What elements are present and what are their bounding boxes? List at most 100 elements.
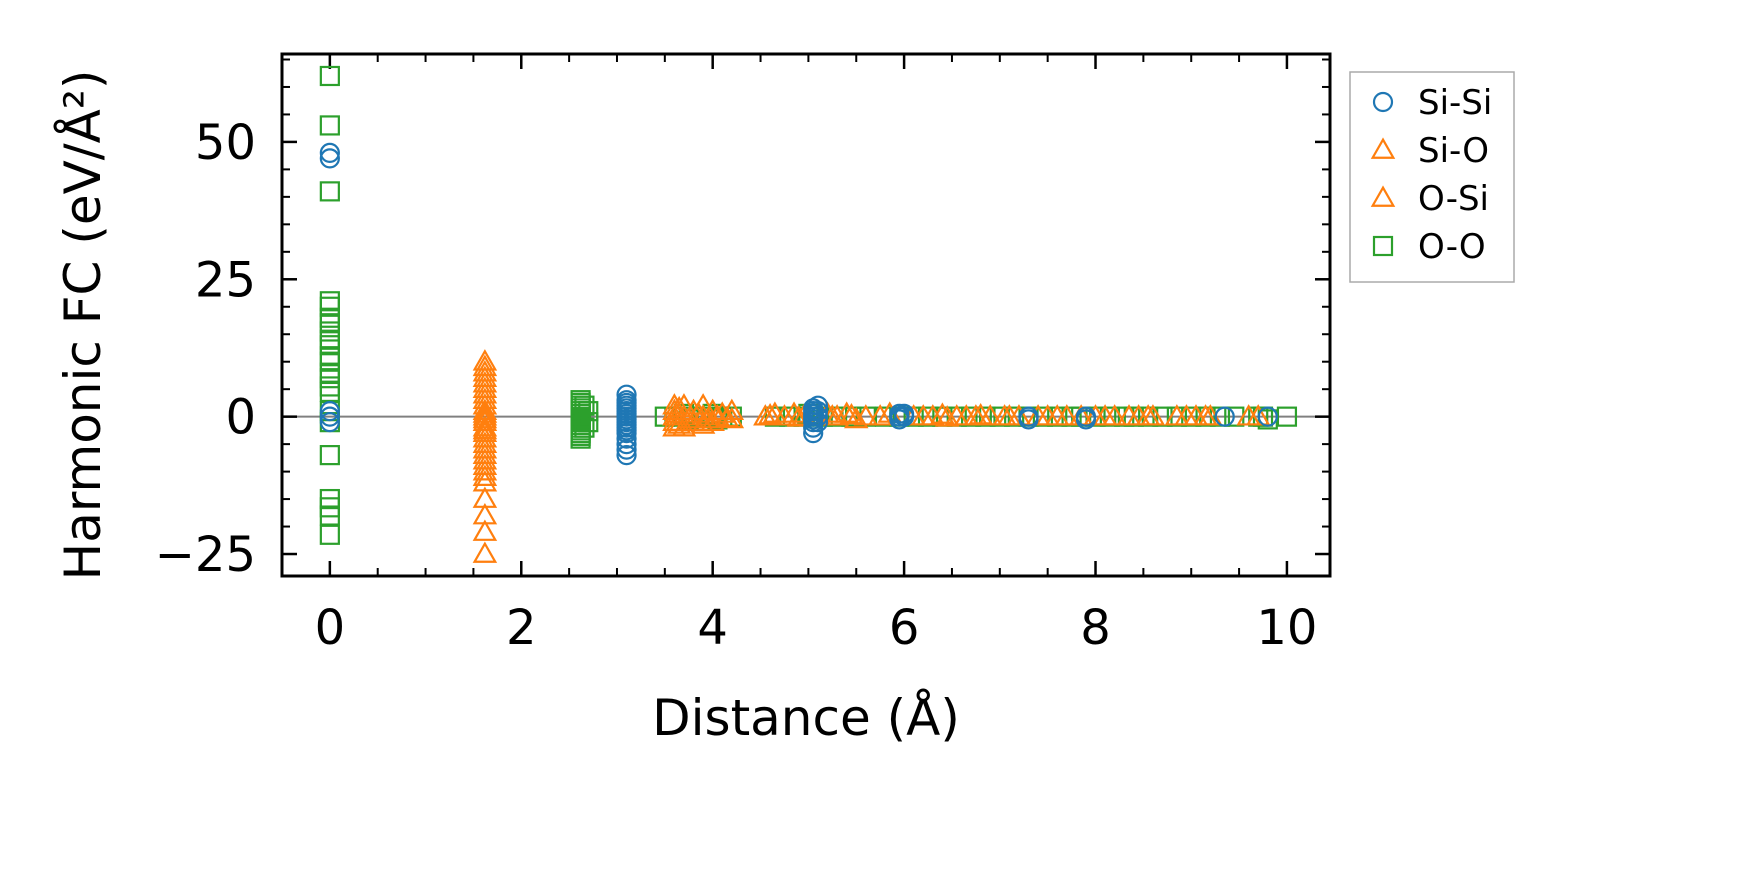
data-point [319,65,340,87]
series-o-o [319,65,1298,545]
data-point [472,459,498,481]
data-point [1214,406,1235,427]
data-point [319,505,340,526]
data-point [686,401,711,423]
data-point [997,404,1022,426]
data-point [834,401,859,423]
legend-label: Si-Si [1418,83,1492,123]
x-axis-label: Distance (Å) [652,689,960,747]
data-point [319,406,340,427]
data-point [574,395,595,416]
data-point [807,401,829,422]
data-point [616,439,637,460]
y-tick-label: 25 [195,252,256,308]
data-point [319,445,340,466]
data-point [1276,406,1298,427]
data-point [319,307,340,328]
data-point [989,406,1010,427]
data-point [975,406,996,427]
x-tick-label: 0 [315,600,346,656]
series-si-o [472,349,1271,563]
data-points [319,65,1298,563]
data-point [472,417,498,440]
series-si-si [319,142,1278,466]
data-point [616,445,637,466]
major-ticks [282,54,1330,576]
data-point [472,541,498,563]
data-point [807,395,829,416]
data-point [578,401,599,422]
y-tick-label: 0 [225,390,256,446]
legend-item: O-O [1372,227,1486,267]
data-point [853,404,879,426]
x-tick-label: 10 [1256,600,1317,656]
data-point [578,412,599,433]
x-tick-label: 6 [889,600,920,656]
data-point [671,404,697,426]
data-point [319,181,340,202]
data-point [319,412,340,433]
data-point [472,365,498,388]
data-point [710,401,735,423]
data-point [690,404,716,426]
data-point [807,406,829,427]
data-point [472,453,498,475]
data-point [1135,404,1161,426]
legend-marker [1372,235,1394,257]
data-point [764,406,785,427]
data-point [319,142,340,164]
data-point [1075,409,1097,430]
data-point [671,393,697,415]
data-point [807,412,829,433]
data-point [472,464,498,486]
legend-item: Si-Si [1372,83,1492,123]
data-point [963,404,989,426]
data-point [874,406,896,427]
legend-label: Si-O [1418,131,1489,171]
x-tick-label: 8 [1080,600,1111,656]
data-point [472,442,498,464]
y-axis-label: Harmonic FC (eV/Å²) [54,70,112,581]
data-point [772,404,797,426]
legend-marker [1370,185,1396,207]
data-point [930,402,955,424]
legend-label: O-Si [1418,179,1489,219]
data-point [889,409,910,430]
data-point [714,405,740,428]
series-o-si [472,354,1218,486]
legend-label: O-O [1418,227,1486,267]
legend-box [1349,71,1515,283]
data-point [676,406,702,429]
data-point [319,524,340,545]
data-point [319,401,340,422]
data-point [1257,406,1278,427]
data-point [472,376,498,399]
legend: Si-Si Si-O O-Si O-O [1349,71,1515,283]
legend-marker [1370,137,1396,159]
data-point [319,335,340,356]
x-tick-labels: 0 2 4 6 8 10 [315,600,1318,656]
data-point [616,423,637,444]
data-point [616,434,637,455]
data-point [1193,404,1218,426]
data-point [1245,404,1271,426]
data-point [920,404,946,426]
data-point [977,404,1003,426]
data-point [472,354,498,377]
data-point [844,406,869,429]
plot-frame [280,52,1332,578]
minor-ticks [281,54,1330,576]
data-point [570,428,591,449]
data-point [894,406,915,427]
data-point [934,405,960,427]
data-point [319,381,340,403]
legend-item: O-Si [1370,179,1489,219]
data-point [1092,404,1118,426]
data-point [1004,406,1025,427]
data-point [1018,409,1039,430]
data-point [664,401,689,423]
data-point [319,148,340,169]
data-point [867,404,893,426]
data-point [319,115,340,136]
